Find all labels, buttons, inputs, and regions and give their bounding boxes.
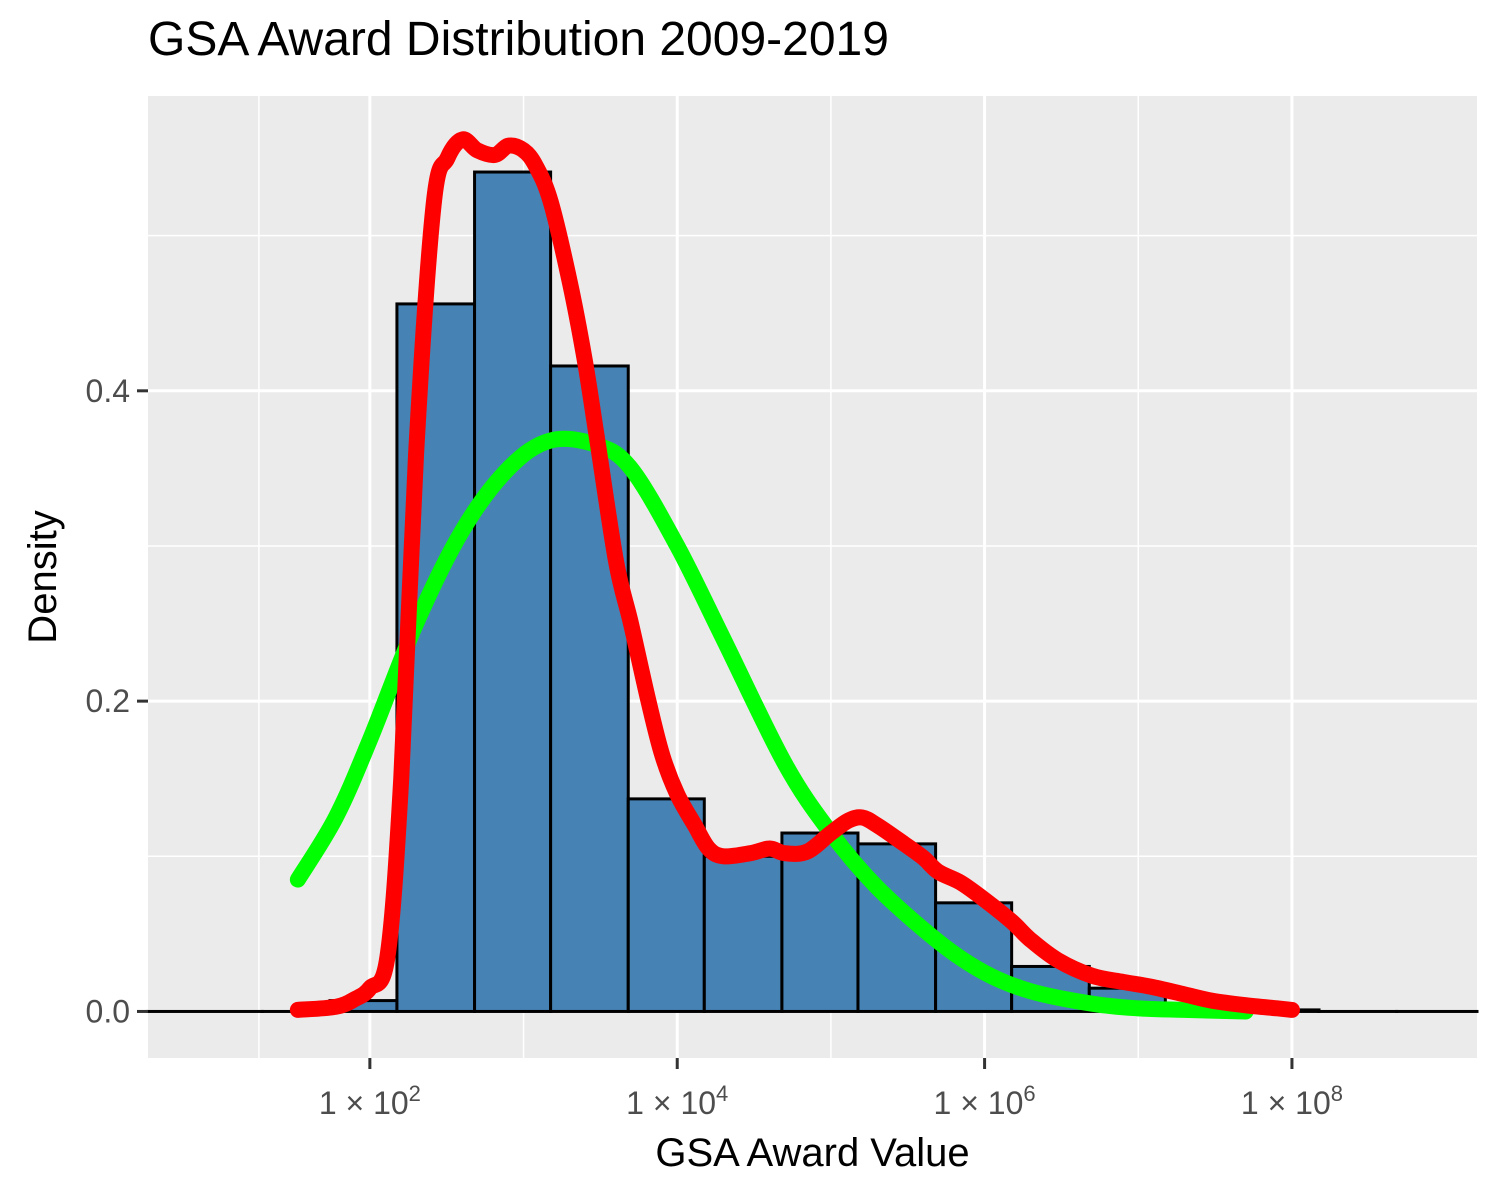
histogram-bar	[473, 170, 553, 1013]
y-axis: 0.0 0.2 0.4	[86, 373, 148, 1029]
x-axis: 1 × 102 1 × 104 1 × 106 1 × 108	[319, 1058, 1343, 1121]
chart-title: GSA Award Distribution 2009-2019	[148, 13, 889, 66]
x-tick-label: 1 × 104	[626, 1081, 728, 1121]
y-tick-label: 0.2	[86, 683, 130, 719]
x-tick-label: 1 × 106	[934, 1081, 1036, 1121]
x-tick-label: 1 × 102	[319, 1081, 421, 1121]
x-tick-label: 1 × 108	[1241, 1081, 1343, 1121]
y-tick-label: 0.0	[86, 993, 130, 1029]
density-lines	[289, 131, 1300, 1020]
y-tick-label: 0.4	[86, 373, 130, 409]
histogram-bars	[146, 170, 1479, 1013]
kernel-density-curve	[289, 131, 1300, 1018]
y-axis-title: Density	[21, 510, 65, 643]
x-axis-title: GSA Award Value	[655, 1131, 969, 1175]
histogram-bar	[702, 854, 784, 1013]
histogram-bar	[549, 364, 630, 1013]
